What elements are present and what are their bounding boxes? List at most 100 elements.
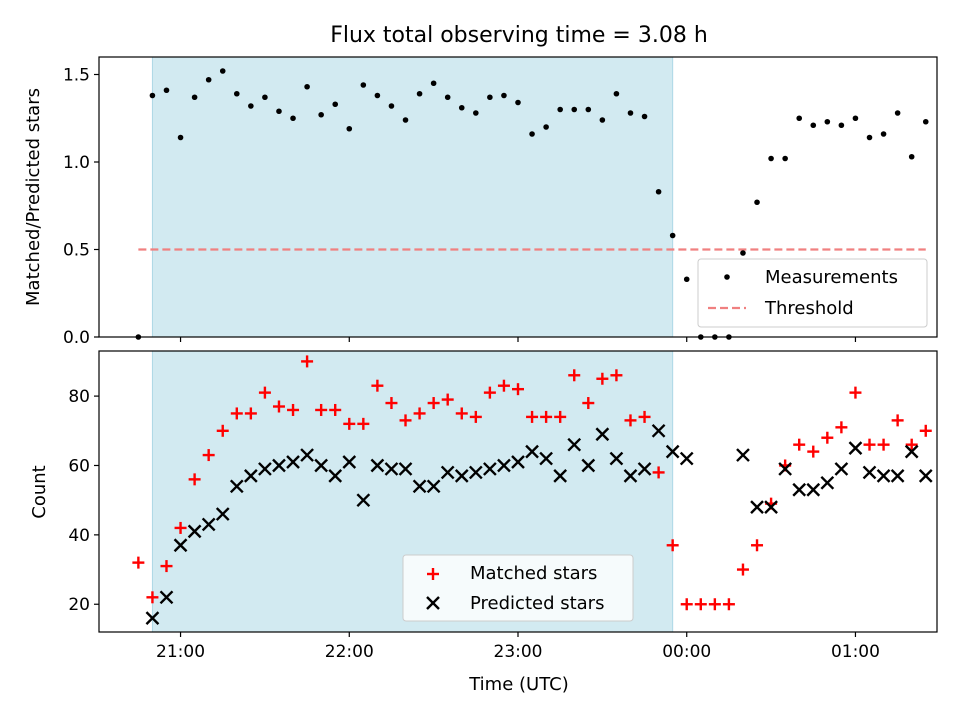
matched-star-point xyxy=(582,397,595,410)
matched-star-point xyxy=(849,386,862,399)
predicted-x-b xyxy=(159,590,174,605)
predicted-star-point xyxy=(454,469,469,483)
measurement-point xyxy=(332,101,339,108)
measurement-point xyxy=(585,106,592,113)
predicted-x-b xyxy=(244,469,258,483)
matched-star-point xyxy=(736,563,749,576)
predicted-x-b xyxy=(300,448,314,462)
measurement-point xyxy=(838,122,845,129)
predicted-star-point xyxy=(918,469,933,483)
matched-star-point xyxy=(666,539,679,552)
matched-star-point xyxy=(399,414,412,427)
measurement-point xyxy=(444,94,451,101)
measurement-point xyxy=(669,232,676,239)
predicted-star-point xyxy=(623,469,638,483)
predicted-star-point xyxy=(764,500,778,514)
predicted-x-b xyxy=(651,423,666,438)
matched-star-point xyxy=(216,424,229,437)
y-tick-label: 40 xyxy=(68,526,90,546)
measurement-point xyxy=(922,118,929,125)
bottom-legend: Matched stars Predicted stars xyxy=(402,554,634,622)
predicted-x-b xyxy=(258,462,272,476)
predicted-x-b xyxy=(806,482,821,497)
top-axes-frame xyxy=(98,56,938,338)
predicted-x-b xyxy=(398,462,413,476)
measurement-point xyxy=(866,134,873,141)
predicted-x-b xyxy=(328,469,343,483)
predicted-x-b xyxy=(820,475,835,490)
matched-star-point xyxy=(793,438,806,451)
predicted-x-b xyxy=(539,451,553,466)
measurement-point xyxy=(880,131,887,137)
measurement-point xyxy=(571,106,578,113)
matched-star-point xyxy=(146,591,159,604)
predicted-star-point xyxy=(736,448,750,462)
predicted-x-b xyxy=(918,469,933,483)
measurement-point xyxy=(613,90,620,97)
matched-star-point xyxy=(835,421,848,434)
measurement-point xyxy=(557,106,563,113)
predicted-star-point xyxy=(398,462,413,476)
measurement-point xyxy=(304,83,310,90)
y-tick-label: 80 xyxy=(68,387,90,407)
predicted-x-b xyxy=(468,465,483,480)
measurement-point xyxy=(599,117,606,123)
matched-star-point xyxy=(160,560,173,573)
matched-star-point xyxy=(483,386,496,399)
predicted-x-b xyxy=(356,493,371,508)
predicted-x-b xyxy=(497,458,511,473)
measurement-point xyxy=(641,113,648,120)
predicted-x-b xyxy=(286,455,300,469)
measurement-point xyxy=(908,153,915,160)
predicted-x-b xyxy=(412,479,427,494)
top-x-axis-ticks xyxy=(179,337,857,342)
predicted-x-b xyxy=(525,444,539,459)
predicted-x-b xyxy=(440,465,455,480)
predicted-star-point xyxy=(159,590,174,605)
measurement-point xyxy=(894,110,901,116)
measurement-point xyxy=(360,82,367,88)
predicted-x-b xyxy=(876,469,891,483)
matched-star-point xyxy=(272,400,285,413)
matched-star-point xyxy=(315,403,328,416)
matched-star-point xyxy=(385,397,398,410)
measurement-point xyxy=(262,94,268,101)
predicted-x-b xyxy=(581,458,596,473)
predicted-star-point xyxy=(258,462,272,476)
measurement-point xyxy=(388,103,395,109)
measurement-point xyxy=(543,124,549,130)
matched-star-point xyxy=(343,417,356,430)
matched-star-point xyxy=(469,410,482,423)
legend-predicted-label: Predicted stars xyxy=(470,593,604,614)
matched-star-point xyxy=(132,556,145,569)
predicted-star-point xyxy=(595,427,610,442)
predicted-x-b xyxy=(567,437,582,452)
predicted-star-point xyxy=(384,462,399,476)
measurement-point xyxy=(796,115,803,122)
matched-star-point xyxy=(708,598,721,611)
measurement-point xyxy=(515,99,521,106)
predicted-stars-series xyxy=(145,423,933,625)
predicted-x-b xyxy=(215,507,230,521)
predicted-star-point xyxy=(412,479,427,494)
predicted-x-b xyxy=(862,465,877,480)
measurement-point xyxy=(191,94,198,101)
measurement-point xyxy=(416,90,423,97)
predicted-star-point xyxy=(483,462,497,476)
matched-star-point xyxy=(722,598,735,611)
predicted-star-point xyxy=(806,482,821,497)
measurement-point xyxy=(374,92,381,99)
matched-star-point xyxy=(877,438,890,451)
predicted-star-point xyxy=(581,458,596,473)
predicted-x-b xyxy=(848,441,863,455)
predicted-star-point xyxy=(300,448,314,462)
measurement-point xyxy=(318,111,324,118)
measurement-point xyxy=(219,68,226,74)
predicted-star-point xyxy=(904,444,919,459)
matched-star-point xyxy=(540,410,553,423)
y-tick-label: 20 xyxy=(68,595,90,615)
matched-star-point xyxy=(188,473,201,486)
legend-matched-label: Matched stars xyxy=(470,563,597,584)
bottom-y-axis-ticks: 20 40 60 80 xyxy=(68,387,99,615)
matched-star-point xyxy=(568,369,581,382)
